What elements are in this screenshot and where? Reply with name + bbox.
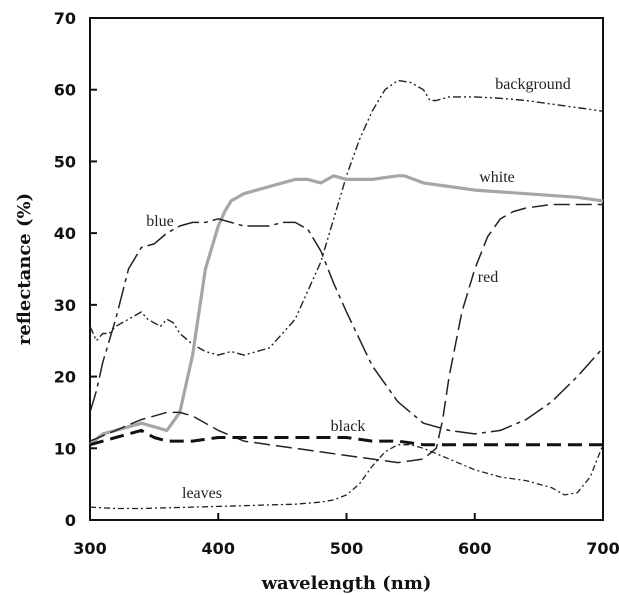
- series-label-white: white: [479, 169, 515, 186]
- series-line-red: [89, 203, 603, 464]
- y-tick-label: 70: [54, 9, 76, 28]
- series-line-white: [88, 174, 604, 446]
- x-tick-label: 600: [458, 539, 491, 558]
- series-line-leaves: [89, 444, 604, 510]
- y-axis-title: reflectance (%): [14, 193, 35, 345]
- x-axis-title: wavelength (nm): [261, 573, 432, 594]
- y-tick-label: 60: [54, 81, 76, 100]
- x-tick-label: 500: [330, 539, 363, 558]
- y-tick-label: 40: [54, 224, 76, 243]
- y-tick-label: 20: [54, 368, 76, 387]
- series-label-red: red: [478, 269, 498, 286]
- series-label-black: black: [331, 418, 366, 435]
- series-line-black: [89, 428, 603, 447]
- y-tick-label: 10: [54, 439, 76, 458]
- x-tick-label: 700: [586, 539, 619, 558]
- series-labels: background white blue red black leaves: [146, 76, 571, 502]
- x-tick-label: 400: [202, 539, 235, 558]
- axis-ticks: 300 400 500 600 700 0 10 20 30 40 50 60 70: [54, 9, 619, 558]
- series-label-blue: blue: [146, 213, 174, 230]
- series-label-background: background: [495, 76, 571, 93]
- series-line-blue: [89, 218, 604, 435]
- x-tick-label: 300: [73, 539, 106, 558]
- y-tick-label: 30: [54, 296, 76, 315]
- series-lines: [88, 79, 604, 510]
- y-tick-label: 50: [54, 152, 76, 171]
- y-tick-label: 0: [65, 511, 76, 530]
- series-label-leaves: leaves: [182, 485, 222, 502]
